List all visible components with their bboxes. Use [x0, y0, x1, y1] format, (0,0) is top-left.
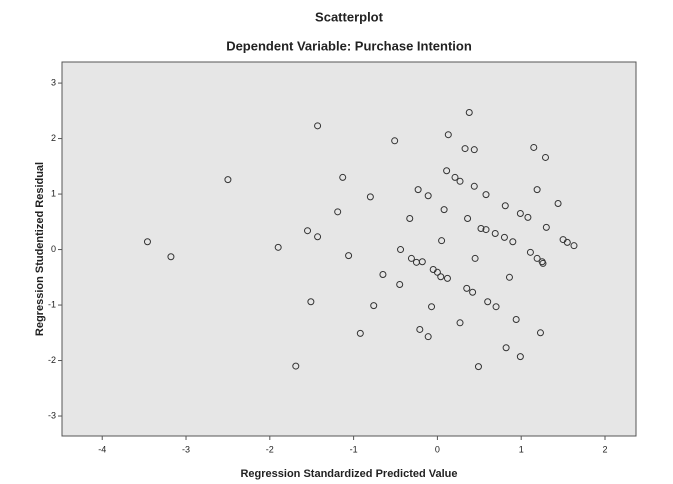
chart: Scatterplot Dependent Variable: Purchase…	[0, 0, 673, 484]
y-axis-label: Regression Studentized Residual	[34, 162, 46, 336]
y-tick-label: -2	[48, 355, 56, 365]
y-tick-label: -3	[48, 410, 56, 420]
x-tick-label: 0	[435, 444, 440, 454]
y-tick-label: 2	[51, 133, 56, 143]
x-tick-label: 2	[602, 444, 607, 454]
x-tick-label: -1	[350, 444, 358, 454]
chart-title: Scatterplot	[315, 9, 384, 24]
plot-area	[62, 62, 636, 436]
x-tick-label: 1	[519, 444, 524, 454]
y-tick-label: 1	[51, 188, 56, 198]
y-tick-label: -1	[48, 299, 56, 309]
chart-subtitle: Dependent Variable: Purchase Intention	[226, 38, 472, 53]
x-tick-label: -4	[98, 444, 106, 454]
y-tick-label: 3	[51, 77, 56, 87]
x-tick-label: -2	[266, 444, 274, 454]
x-axis-label: Regression Standardized Predicted Value	[240, 468, 457, 480]
x-tick-label: -3	[182, 444, 190, 454]
y-tick-label: 0	[51, 244, 56, 254]
